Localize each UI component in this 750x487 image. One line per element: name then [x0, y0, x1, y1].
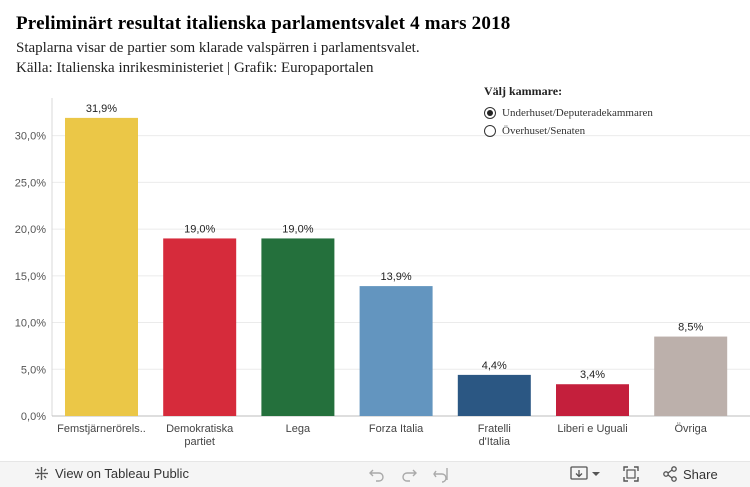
- y-tick-label: 20,0%: [15, 224, 46, 236]
- data-label: 31,9%: [86, 103, 117, 115]
- share-icon: [663, 466, 677, 482]
- data-label: 13,9%: [380, 271, 411, 283]
- radio-option-label: Överhuset/Senaten: [502, 125, 586, 137]
- view-on-tableau-label: View on Tableau Public: [55, 466, 189, 481]
- y-tick-label: 0,0%: [21, 411, 46, 423]
- data-label: 4,4%: [482, 360, 507, 372]
- data-label: 8,5%: [678, 322, 703, 334]
- undo-icon[interactable]: [368, 465, 386, 483]
- view-on-tableau-link[interactable]: View on Tableau Public: [34, 466, 189, 481]
- bar: [556, 384, 629, 416]
- chamber-filter: Välj kammare: Underhuset/Deputeradekamma…: [484, 84, 653, 140]
- radio-option-underhuset[interactable]: Underhuset/Deputeradekammaren: [484, 104, 653, 122]
- y-tick-label: 10,0%: [15, 318, 46, 330]
- data-label: 19,0%: [184, 223, 215, 235]
- data-label: 3,4%: [580, 369, 605, 381]
- y-tick-label: 5,0%: [21, 364, 46, 376]
- bar: [163, 238, 237, 416]
- share-button[interactable]: Share: [662, 466, 718, 482]
- radio-option-overhuset[interactable]: Överhuset/Senaten: [484, 122, 653, 140]
- x-tick-label: Fratelli d'Italia: [478, 423, 511, 448]
- revert-icon[interactable]: [432, 465, 450, 483]
- y-tick-label: 30,0%: [15, 131, 46, 143]
- fullscreen-icon[interactable]: [622, 465, 640, 483]
- x-tick-label: Femstjärnerörels..: [57, 423, 146, 435]
- bar: [359, 286, 433, 416]
- tableau-logo-icon: [35, 467, 48, 480]
- bar: [457, 374, 531, 416]
- y-tick-label: 15,0%: [15, 271, 46, 283]
- chart-subtitle: Staplarna visar de partier som klarade v…: [16, 40, 420, 56]
- chart-title: Preliminärt resultat italienska parlamen…: [16, 13, 511, 34]
- chamber-filter-label: Välj kammare:: [484, 84, 563, 98]
- x-tick-label: Demokratiska partiet: [166, 423, 234, 448]
- data-label: 19,0%: [282, 223, 313, 235]
- x-tick-label: Övriga: [674, 423, 707, 435]
- bar: [261, 238, 335, 416]
- radio-button-selected[interactable]: [484, 107, 496, 119]
- x-tick-label: Liberi e Uguali: [557, 423, 627, 435]
- redo-icon[interactable]: [400, 465, 418, 483]
- x-tick-label: Forza Italia: [369, 423, 424, 435]
- radio-button[interactable]: [484, 125, 496, 137]
- radio-option-label: Underhuset/Deputeradekammaren: [502, 107, 653, 119]
- bar-chart: 0,0% 5,0% 10,0% 15,0% 20,0% 25,0% 30,0% 31,9% Fe…: [15, 98, 750, 448]
- bar: [65, 117, 138, 416]
- download-icon[interactable]: [570, 465, 602, 483]
- y-tick-label: 25,0%: [15, 177, 46, 189]
- x-tick-label: Lega: [286, 423, 311, 435]
- tableau-toolbar: View on Tableau Public Share: [0, 461, 750, 487]
- chart-source: Källa: Italienska inrikesministeriet | G…: [16, 60, 374, 76]
- bar: [654, 336, 728, 416]
- share-label: Share: [683, 466, 718, 482]
